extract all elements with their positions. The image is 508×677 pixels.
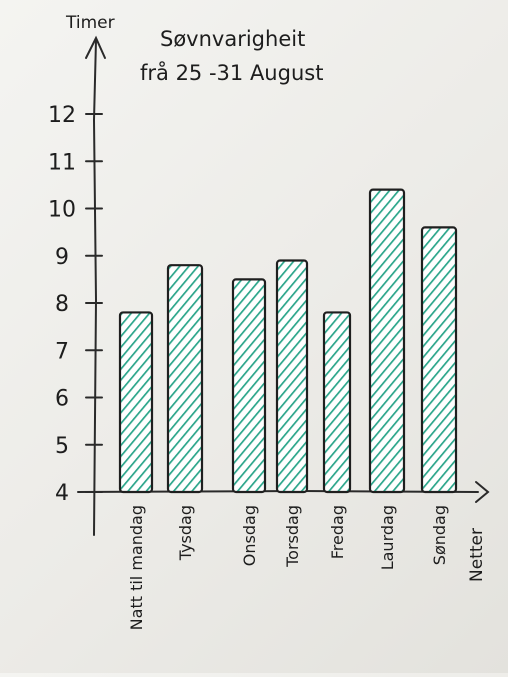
category-label: Torsdag bbox=[283, 505, 302, 568]
category-label: Laurdag bbox=[378, 505, 397, 570]
y-tick-label: 6 bbox=[55, 387, 69, 412]
category-label: Tysdag bbox=[176, 505, 195, 561]
y-ticks: 4 5 6 7 8 9 10 11 12 bbox=[48, 103, 103, 506]
bars bbox=[118, 188, 458, 494]
y-tick-label: 8 bbox=[55, 292, 69, 317]
category-label: Onsdag bbox=[240, 505, 259, 566]
x-axis-arrow bbox=[475, 481, 490, 503]
y-tick-label: 10 bbox=[48, 198, 76, 223]
category-label: Fredag bbox=[328, 505, 347, 559]
x-axis-label: Netter bbox=[467, 528, 487, 582]
bar bbox=[275, 259, 309, 494]
chart-title: Søvnvarigheit bbox=[160, 27, 305, 51]
bar bbox=[118, 311, 154, 494]
bar bbox=[420, 226, 458, 494]
bar bbox=[368, 188, 406, 494]
y-axis-line bbox=[92, 39, 98, 536]
category-label: Søndag bbox=[430, 505, 449, 565]
category-label: Natt til mandag bbox=[127, 505, 146, 630]
bar bbox=[322, 311, 352, 494]
y-tick-label: 4 bbox=[55, 481, 69, 506]
y-tick-label: 5 bbox=[55, 434, 69, 459]
y-axis-label: Timer bbox=[65, 13, 115, 33]
y-tick-label: 12 bbox=[48, 103, 76, 128]
bar bbox=[231, 278, 267, 494]
category-labels: Natt til mandag Tysdag Onsdag Torsdag Fredag… bbox=[127, 505, 449, 630]
y-tick-label: 7 bbox=[55, 339, 69, 364]
y-tick-label: 9 bbox=[55, 245, 69, 270]
bar bbox=[166, 264, 204, 494]
chart-subtitle: frå 25 -31 August bbox=[140, 60, 323, 85]
y-tick-label: 11 bbox=[48, 150, 76, 175]
y-axis-arrow bbox=[85, 35, 106, 59]
